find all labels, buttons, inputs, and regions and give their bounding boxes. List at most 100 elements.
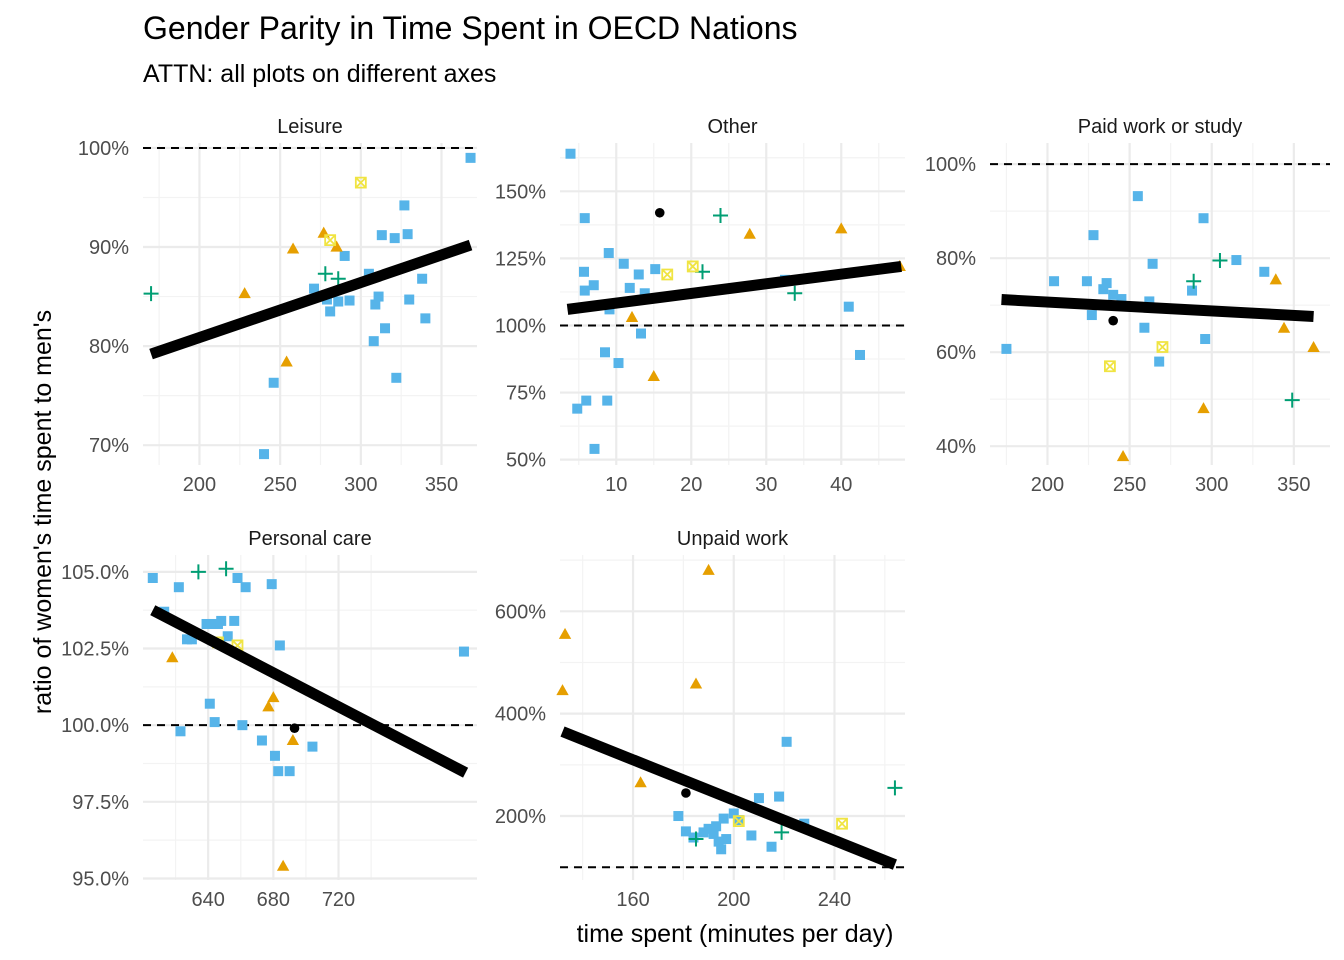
y-tick-label: 100%	[925, 154, 976, 176]
series-green-point	[1186, 273, 1202, 289]
series-orange-point	[286, 733, 300, 746]
trend-line	[566, 260, 902, 315]
series-yellow-point	[1104, 360, 1116, 373]
series-blue-point	[1088, 230, 1099, 241]
series-blue-point	[402, 229, 413, 240]
series-blue-point	[716, 844, 727, 855]
series-blue-point	[843, 301, 854, 312]
series-orange-point	[1269, 273, 1282, 285]
y-tick-label: 100%	[78, 138, 129, 160]
x-tick-label: 250	[263, 474, 296, 496]
series-orange-point	[558, 627, 572, 639]
y-tick-label: 70%	[89, 435, 129, 457]
series-blue-point	[147, 572, 158, 583]
series-blue-point	[1001, 343, 1012, 354]
series-orange-point	[689, 677, 703, 689]
series-blue-point	[399, 200, 410, 211]
series-orange-point	[267, 691, 280, 703]
series-blue-point	[618, 258, 629, 269]
series-blue-point	[688, 832, 699, 843]
y-tick-label: 102.5%	[61, 639, 129, 661]
series-blue-point	[404, 294, 415, 305]
series-blue-point	[173, 582, 184, 593]
series-blue-point	[565, 148, 576, 159]
series-black-point	[1108, 315, 1118, 326]
y-tick-label: 80%	[936, 248, 976, 270]
series-blue-point	[753, 793, 764, 804]
series-blue-point	[579, 213, 590, 224]
series-blue-point	[339, 250, 350, 261]
chart-subtitle: ATTN: all plots on different axes	[143, 60, 496, 88]
series-blue-point	[1049, 276, 1060, 287]
y-tick-label: 125%	[495, 248, 546, 270]
data-points	[147, 561, 469, 871]
series-yellow-point	[661, 268, 674, 281]
series-orange-point	[317, 226, 330, 238]
series-blue-point	[216, 615, 227, 626]
series-orange-point	[276, 859, 290, 871]
y-tick-label: 40%	[936, 436, 976, 458]
series-blue-point	[284, 766, 295, 777]
series-orange-point	[634, 776, 647, 788]
series-blue-point	[240, 582, 251, 593]
trend-line	[149, 239, 473, 360]
x-tick-label: 200	[183, 474, 216, 496]
series-orange-point	[702, 563, 715, 575]
series-blue-point	[268, 377, 279, 388]
series-yellow-point	[354, 176, 367, 189]
x-axis-title: time spent (minutes per day)	[577, 920, 894, 948]
series-orange-point	[330, 240, 343, 252]
y-axis-title: ratio of women's time spent to men's	[29, 310, 57, 714]
series-green-point	[688, 831, 704, 847]
series-blue-point	[269, 750, 280, 761]
series-blue-point	[417, 273, 428, 284]
series-blue-point	[711, 821, 722, 832]
x-tick-label: 680	[257, 889, 290, 911]
series-blue-point	[201, 618, 212, 629]
series-green-point	[143, 286, 159, 302]
series-blue-point	[237, 720, 248, 731]
y-tick-label: 75%	[506, 383, 546, 405]
series-black-point	[654, 207, 665, 218]
series-black-point	[289, 723, 300, 734]
gridlines	[560, 555, 905, 880]
y-tick-label: 200%	[495, 806, 546, 828]
facet-leisure: Leisure 200 250 300 350 70% 80% 90% 100%	[78, 116, 477, 496]
y-tick-label: 60%	[936, 342, 976, 364]
series-blue-point	[465, 152, 476, 163]
series-blue-point	[1259, 266, 1270, 277]
facet-strip-label: Personal care	[248, 528, 371, 550]
series-blue-point	[600, 347, 610, 358]
series-green-point	[330, 271, 346, 287]
series-blue-point	[579, 266, 589, 277]
series-orange-point	[262, 700, 275, 712]
facet-strip-label: Paid work or study	[1078, 116, 1243, 138]
trend-line	[1001, 294, 1314, 322]
series-blue-point	[186, 634, 197, 645]
y-tick-label: 95.0%	[72, 868, 129, 890]
series-orange-point	[556, 684, 569, 696]
x-tick-label: 40	[830, 474, 852, 496]
x-tick-label: 10	[605, 474, 627, 496]
series-blue-point	[1098, 284, 1109, 295]
x-tick-label: 200	[1031, 474, 1064, 496]
series-blue-point	[673, 811, 684, 822]
series-blue-point	[1108, 289, 1119, 300]
series-orange-point	[1307, 340, 1320, 353]
series-blue-point	[325, 306, 336, 317]
series-blue-point	[266, 579, 277, 590]
series-blue-point	[581, 395, 592, 406]
series-green-point	[1284, 392, 1300, 408]
y-tick-label: 400%	[495, 704, 546, 726]
series-blue-point	[781, 736, 792, 747]
series-blue-point	[579, 285, 590, 296]
series-orange-point	[647, 369, 660, 381]
series-blue-point	[855, 349, 865, 360]
series-orange-point	[166, 651, 179, 663]
series-blue-point	[373, 291, 384, 302]
x-tick-label: 300	[344, 474, 377, 496]
series-black-point	[681, 788, 691, 798]
series-green-point	[1212, 253, 1228, 269]
series-blue-point	[420, 313, 431, 324]
